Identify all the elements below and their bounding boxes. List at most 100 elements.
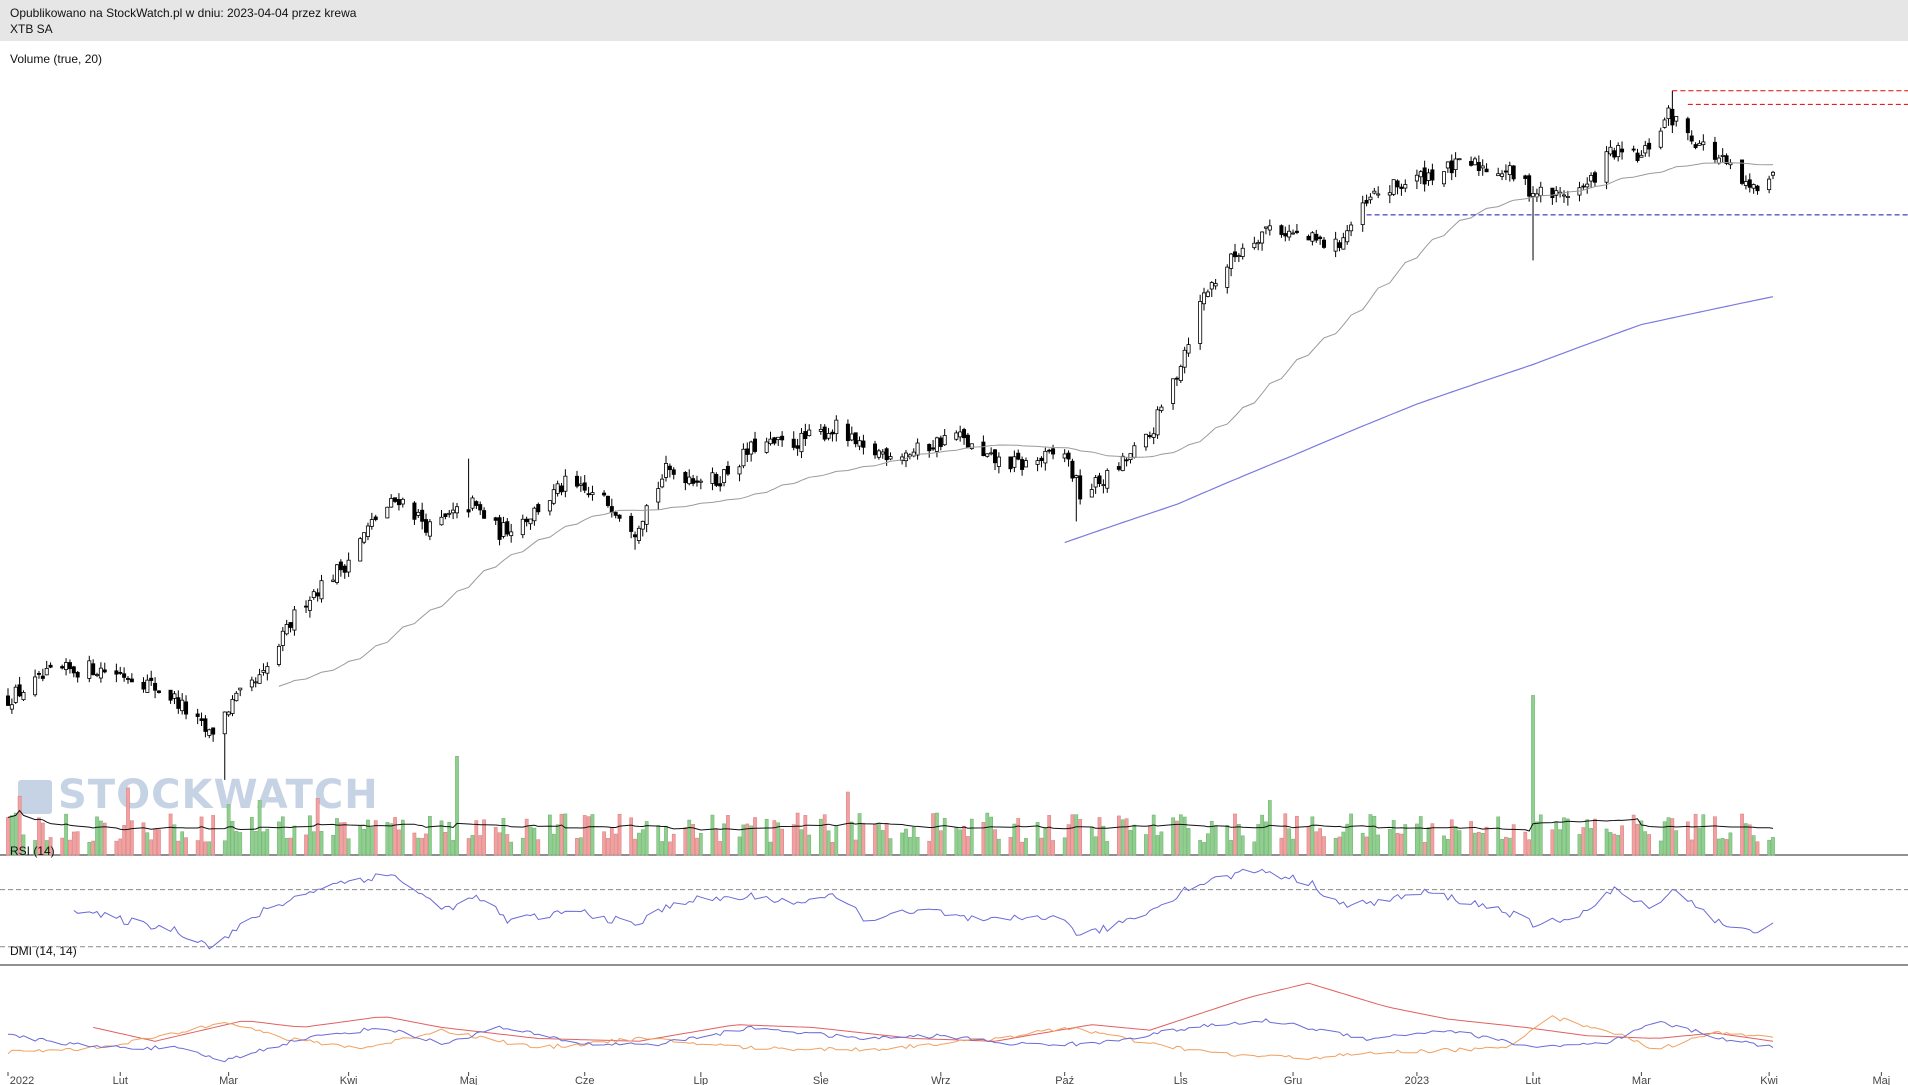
volume-bar bbox=[1538, 814, 1543, 856]
volume-bar bbox=[366, 819, 370, 856]
volume-bar bbox=[455, 756, 459, 856]
time-tick-label: Paź bbox=[1055, 1075, 1074, 1085]
candle-up bbox=[21, 692, 26, 701]
candle-down bbox=[91, 663, 96, 676]
volume-bar bbox=[559, 813, 564, 856]
candle-up bbox=[362, 532, 367, 543]
candle-up bbox=[292, 609, 297, 631]
candle-up bbox=[698, 480, 703, 483]
volume-bar bbox=[1484, 826, 1489, 856]
volume-bar bbox=[1016, 818, 1021, 856]
volume-bar bbox=[346, 838, 351, 856]
candle-down bbox=[718, 483, 723, 487]
candle-up bbox=[470, 497, 475, 509]
volume-bar bbox=[1008, 837, 1013, 856]
candle-down bbox=[114, 670, 119, 675]
volume-bar bbox=[95, 816, 99, 856]
volume-bar bbox=[877, 823, 881, 856]
volume-bar bbox=[908, 837, 912, 856]
candle-up bbox=[1333, 238, 1338, 252]
volume-bar bbox=[1062, 837, 1067, 856]
candle-down bbox=[1747, 179, 1752, 188]
candle-up bbox=[1538, 186, 1543, 196]
volume-bar bbox=[807, 834, 812, 856]
candle-up bbox=[1662, 119, 1667, 128]
volume-bar bbox=[873, 824, 877, 856]
candle-down bbox=[1685, 118, 1690, 134]
candle-down bbox=[884, 448, 889, 461]
candle-up bbox=[253, 681, 258, 684]
volume-bar bbox=[447, 822, 452, 856]
volume-bar bbox=[1511, 824, 1516, 856]
candle-up bbox=[1256, 242, 1261, 245]
volume-bar bbox=[1693, 813, 1698, 856]
volume-bar bbox=[141, 822, 146, 856]
candle-down bbox=[1124, 459, 1129, 462]
volume-bar bbox=[1310, 816, 1315, 856]
volume-bar bbox=[1430, 823, 1435, 856]
volume-bar bbox=[99, 820, 103, 856]
volume-bar bbox=[145, 832, 150, 856]
volume-bar bbox=[168, 813, 173, 856]
price-candles[interactable] bbox=[6, 90, 1776, 780]
candle-up bbox=[1387, 192, 1392, 196]
candle-down bbox=[1174, 377, 1179, 380]
volume-bar bbox=[969, 818, 974, 856]
candle-down bbox=[1527, 175, 1532, 197]
candle-up bbox=[331, 579, 336, 582]
candle-down bbox=[420, 509, 425, 522]
candle-down bbox=[443, 513, 448, 517]
volume-bar bbox=[590, 814, 595, 856]
volume-bar bbox=[1662, 821, 1667, 856]
volume-bar bbox=[563, 813, 568, 856]
volume-bar bbox=[358, 825, 363, 856]
candle-up bbox=[346, 559, 351, 573]
volume-bar bbox=[1124, 818, 1129, 856]
candle-up bbox=[389, 498, 394, 508]
volume-bar bbox=[505, 834, 510, 856]
candle-up bbox=[307, 599, 312, 611]
candle-up bbox=[660, 478, 665, 488]
volume-bar bbox=[10, 815, 14, 856]
candle-down bbox=[141, 681, 146, 690]
candle-down bbox=[129, 678, 134, 683]
volume-bar bbox=[234, 831, 239, 856]
candle-down bbox=[830, 431, 835, 435]
volume-bar bbox=[1376, 834, 1381, 856]
volume-bar bbox=[1562, 817, 1566, 856]
candle-up bbox=[1263, 226, 1268, 229]
candle-up bbox=[1368, 196, 1373, 201]
candle-up bbox=[942, 435, 947, 446]
dmi-adx-line bbox=[93, 982, 1774, 1042]
candle-up bbox=[1674, 115, 1679, 122]
volume-bar bbox=[342, 822, 347, 856]
candle-up bbox=[1287, 230, 1292, 238]
volume-bar bbox=[664, 825, 668, 856]
candle-up bbox=[1391, 179, 1396, 195]
candle-down bbox=[725, 465, 730, 475]
volume-bar bbox=[509, 841, 514, 856]
volume-bar bbox=[184, 837, 188, 856]
candle-down bbox=[633, 534, 638, 538]
candle-up bbox=[776, 436, 781, 441]
candle-up bbox=[249, 679, 254, 688]
candle-down bbox=[1581, 185, 1586, 188]
candle-down bbox=[176, 697, 181, 709]
candle-up bbox=[1743, 181, 1748, 186]
candle-up bbox=[1186, 344, 1191, 354]
volume-bar bbox=[1631, 814, 1636, 856]
candle-up bbox=[1171, 378, 1176, 404]
volume-bar bbox=[1395, 833, 1400, 856]
volume-bar bbox=[1639, 820, 1644, 856]
candle-up bbox=[563, 475, 568, 492]
volume-bar bbox=[749, 825, 754, 856]
time-tick-label: Maj bbox=[460, 1075, 478, 1085]
volume-bar bbox=[130, 820, 134, 856]
candle-up bbox=[226, 711, 231, 716]
volume-bar bbox=[1426, 827, 1431, 856]
candle-up bbox=[1225, 266, 1230, 288]
volume-bar bbox=[1252, 841, 1257, 856]
volume-bar bbox=[1256, 824, 1261, 856]
volume-bar bbox=[40, 822, 45, 856]
